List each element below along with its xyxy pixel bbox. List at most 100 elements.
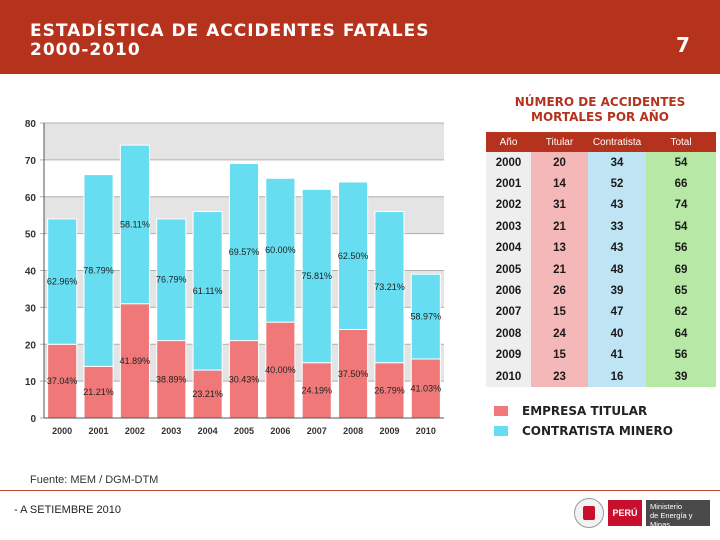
bar-contratista-2008 — [338, 181, 369, 330]
y-tick-label: 80 — [25, 119, 37, 130]
bar-titular-2005 — [228, 340, 260, 419]
table-row: 2007 15 47 62 — [486, 301, 716, 324]
table-cell-year: 2001 — [486, 173, 531, 195]
table-cell-total: 54 — [646, 152, 716, 174]
data-label-contratista: 61.11% — [193, 286, 223, 296]
table-cell-titular: 15 — [531, 301, 588, 324]
legend-label-titular: EMPRESA TITULAR — [522, 404, 648, 418]
source-note: Fuente: MEM / DGM-DTM — [30, 474, 159, 486]
x-tick-label: 2002 — [125, 426, 145, 436]
table-cell-total: 66 — [646, 173, 716, 195]
table-cell-titular: 26 — [531, 280, 588, 302]
bar-contratista-2006 — [265, 177, 296, 323]
data-label-titular: 40.00% — [265, 365, 296, 375]
bar-contratista-2002 — [119, 144, 150, 305]
x-tick-label: 2001 — [89, 426, 109, 436]
y-tick-label: 60 — [25, 193, 37, 204]
x-tick-label: 2009 — [379, 426, 399, 436]
table-row: 2005 21 48 69 — [486, 258, 716, 281]
table-body: 2000 20 34 54 2001 14 52 66 2002 31 43 74 2003 21 33 54… — [486, 152, 716, 388]
header-bar: ESTADÍSTICA DE ACCIDENTES FATALES 2000-2… — [0, 0, 720, 74]
table-cell-year: 2006 — [486, 280, 531, 302]
bar-titular-2001 — [83, 365, 114, 419]
table-title: NÚMERO DE ACCIDENTES MORTALES POR AÑO — [514, 95, 686, 124]
table-cell-total: 65 — [646, 280, 716, 302]
footer-divider — [0, 490, 720, 491]
footer-note: - A SETIEMBRE 2010 — [14, 504, 121, 516]
data-label-contratista: 58.97% — [411, 312, 442, 322]
table-cell-contratista: 33 — [588, 216, 646, 238]
page-title: ESTADÍSTICA DE ACCIDENTES FATALES 2000-2… — [30, 21, 430, 60]
x-tick-label: 2006 — [270, 426, 290, 436]
data-label-titular: 41.89% — [120, 356, 151, 366]
table-row: 2008 24 40 64 — [486, 323, 716, 345]
data-label-contratista: 62.96% — [47, 277, 78, 287]
data-label-contratista: 75.81% — [301, 271, 332, 281]
legend-item-contratista: CONTRATISTA MINERO — [494, 424, 673, 438]
bar-titular-2006 — [265, 321, 296, 419]
table-row: 2001 14 52 66 — [486, 173, 716, 195]
data-label-titular: 23.21% — [192, 389, 223, 399]
bar-titular-2010 — [410, 358, 441, 419]
table-cell-year: 2002 — [486, 194, 531, 217]
peru-logo: PERÚ — [608, 500, 642, 526]
table-cell-contratista: 43 — [588, 237, 646, 259]
bar-titular-2002 — [119, 303, 150, 419]
y-tick-label: 10 — [25, 377, 37, 388]
table-cell-titular: 24 — [531, 323, 588, 345]
table-cell-total: 62 — [646, 301, 716, 324]
footer: - A SETIEMBRE 2010 PERÚ Ministerio de En… — [0, 482, 720, 540]
table-cell-titular: 13 — [531, 237, 588, 259]
table-cell-titular: 14 — [531, 173, 588, 195]
table-cell-contratista: 48 — [588, 258, 646, 281]
table-cell-year: 2003 — [486, 216, 531, 238]
x-tick-label: 2005 — [234, 426, 254, 436]
data-label-titular: 38.89% — [156, 374, 187, 384]
column-header-year: Año — [499, 136, 518, 148]
table-cell-total: 56 — [646, 237, 716, 259]
table-row: 2002 31 43 74 — [486, 194, 716, 217]
data-label-titular: 24.19% — [301, 385, 332, 395]
table-cell-total: 56 — [646, 344, 716, 366]
table-cell-total: 64 — [646, 323, 716, 345]
bar-contratista-2009 — [374, 211, 405, 364]
table-row: 2003 21 33 54 — [486, 216, 716, 238]
x-tick-label: 2004 — [198, 426, 218, 436]
table-cell-contratista: 34 — [588, 152, 646, 174]
data-label-contratista: 78.79% — [83, 266, 114, 276]
column-header-total: Total — [670, 136, 692, 148]
bar-contratista-2007 — [301, 188, 332, 364]
x-tick-label: 2008 — [343, 426, 363, 436]
x-tick-label: 2007 — [307, 426, 327, 436]
bar-titular-2004 — [192, 369, 223, 419]
data-label-contratista: 62.50% — [338, 251, 369, 261]
table-row: 2000 20 34 54 — [486, 152, 716, 174]
stacked-bar-chart: 37.04% 62.96% 21.21% 78.79% 41.89% 58.11% 38.8… — [25, 119, 444, 436]
data-label-titular: 41.03% — [411, 384, 442, 394]
data-label-titular: 30.43% — [229, 374, 260, 384]
bar-contratista-2010 — [410, 273, 441, 360]
table-row: 2009 15 41 56 — [486, 344, 716, 366]
table-cell-year: 2004 — [486, 237, 531, 259]
y-tick-label: 20 — [25, 340, 37, 351]
table-cell-titular: 21 — [531, 258, 588, 281]
y-tick-label: 0 — [30, 414, 36, 425]
table-cell-contratista: 41 — [588, 344, 646, 366]
table-row: 2004 13 43 56 — [486, 237, 716, 259]
column-header-contratista: Contratista — [592, 136, 642, 148]
table-cell-total: 39 — [646, 365, 716, 388]
table-cell-year: 2008 — [486, 323, 531, 345]
bar-contratista-2003 — [156, 218, 187, 342]
table-cell-contratista: 43 — [588, 194, 646, 217]
table-cell-total: 54 — [646, 216, 716, 238]
data-label-contratista: 69.57% — [229, 247, 260, 257]
y-tick-label: 30 — [25, 303, 37, 314]
data-label-titular: 37.50% — [338, 369, 369, 379]
x-tick-label: 2003 — [161, 426, 181, 436]
data-label-titular: 21.21% — [83, 387, 114, 397]
page-number: 7 — [676, 33, 690, 57]
data-label-contratista: 60.00% — [265, 245, 296, 255]
coat-of-arms-icon — [574, 498, 604, 528]
table-cell-contratista: 47 — [588, 301, 646, 324]
column-header-titular: Titular — [545, 136, 574, 148]
